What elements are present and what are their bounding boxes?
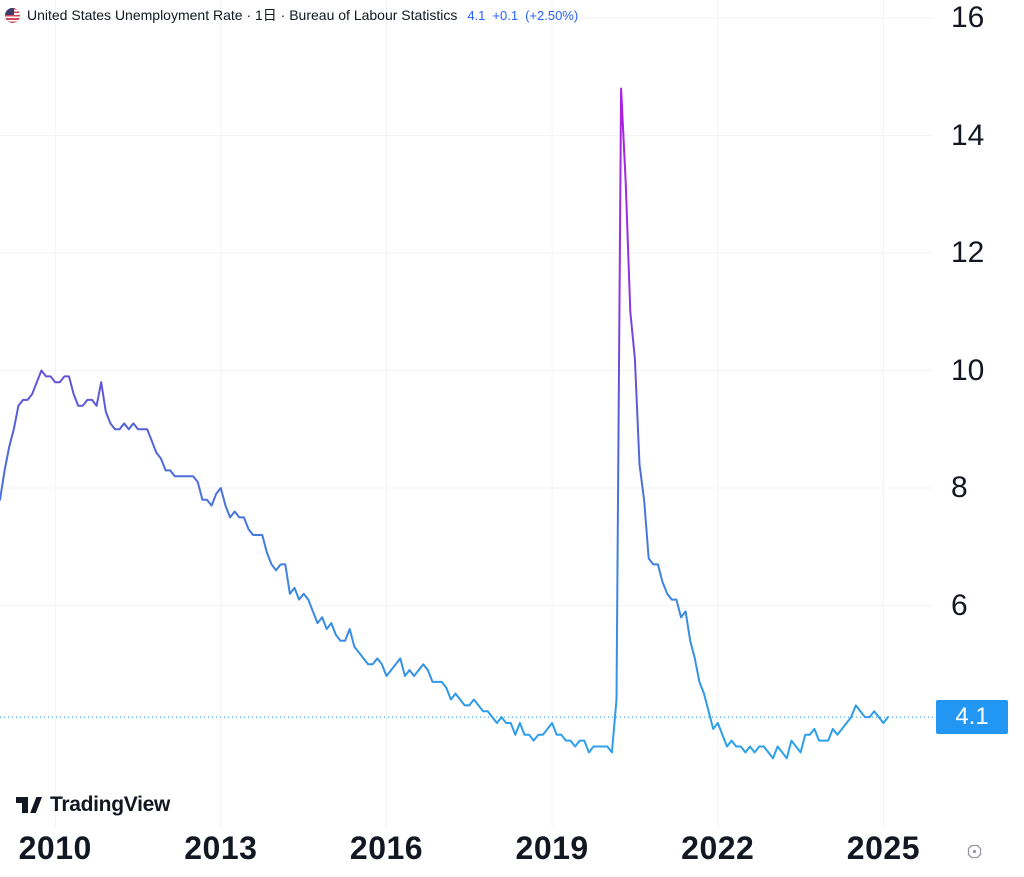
symbol-values: 4.1 +0.1 (+2.50%) — [467, 8, 578, 23]
settings-nut-icon[interactable] — [967, 844, 982, 859]
x-axis-label-2025: 2025 — [846, 830, 920, 866]
y-axis-label-12: 12 — [951, 236, 985, 269]
y-axis-label-14: 14 — [951, 118, 985, 152]
y-axis-label-10: 10 — [951, 353, 985, 387]
unemployment-rate-series[interactable] — [0, 87, 889, 760]
x-axis-label-2013: 2013 — [184, 830, 258, 866]
last-value: 4.1 — [467, 7, 486, 23]
change-value: +0.1 — [492, 7, 519, 23]
x-axis-label-2022: 2022 — [681, 830, 755, 866]
x-axis-label-2019: 2019 — [515, 830, 589, 866]
tradingview-logo-text: TradingView — [50, 793, 171, 816]
last-price-badge: 4.1 — [936, 700, 1008, 735]
symbol-legend[interactable]: United States Unemployment Rate · 1日 · B… — [5, 5, 578, 25]
tradingview-logo[interactable]: TradingView — [14, 793, 170, 817]
change-percent: (+2.50%) — [525, 7, 579, 23]
x-axis-label-2016: 2016 — [349, 830, 424, 866]
y-axis-label-6: 6 — [951, 588, 968, 622]
us-flag-icon — [5, 7, 20, 23]
tradingview-mark-icon — [16, 797, 42, 813]
y-axis-label-8: 8 — [951, 471, 968, 504]
x-axis-label-2010: 2010 — [18, 830, 92, 866]
y-axis-label-16: 16 — [951, 1, 985, 34]
symbol-title: United States Unemployment Rate · 1日 · B… — [27, 7, 458, 23]
